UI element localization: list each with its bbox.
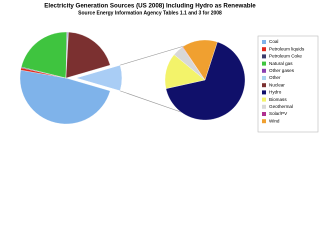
legend-marker <box>262 40 266 44</box>
legend-marker <box>262 97 266 102</box>
secondary-slice <box>165 41 246 121</box>
legend-label: Coal <box>269 39 278 44</box>
legend-label: Other <box>269 75 281 80</box>
legend-label: Nuclear <box>269 82 285 87</box>
legend-marker <box>262 90 266 95</box>
legend-marker <box>262 54 266 59</box>
legend-label: Biomass <box>269 97 287 102</box>
pie-slice <box>65 31 111 79</box>
legend-label: Geothermal <box>269 104 293 109</box>
chart: Electricity Generation Sources (US 2008)… <box>19 3 319 133</box>
chart-subtitle: Source Energy Information Agency Tables … <box>78 10 222 16</box>
chart-title: Electricity Generation Sources (US 2008)… <box>44 3 256 10</box>
legend-marker <box>262 104 266 109</box>
legend-marker <box>262 76 266 80</box>
legend-label: Petroleum Coke <box>269 54 302 59</box>
legend-marker <box>262 68 266 73</box>
pie-slice <box>19 69 111 125</box>
legend-label: Other gases <box>269 68 295 73</box>
legend-marker <box>262 119 266 124</box>
legend-marker <box>262 112 266 116</box>
legend-label: Wind <box>269 118 280 123</box>
legend-label: Natural gas <box>269 61 293 66</box>
secondary-slice <box>182 39 218 81</box>
legend-box <box>257 35 319 133</box>
legend-label: Hydro <box>269 90 282 95</box>
legend-label: Solar/PV <box>269 111 288 116</box>
legend-marker <box>262 61 266 66</box>
legend-label: Petroleum liquids <box>269 46 305 51</box>
legend-marker <box>262 47 266 52</box>
pie-slice <box>21 31 67 79</box>
legend-marker <box>262 83 266 88</box>
